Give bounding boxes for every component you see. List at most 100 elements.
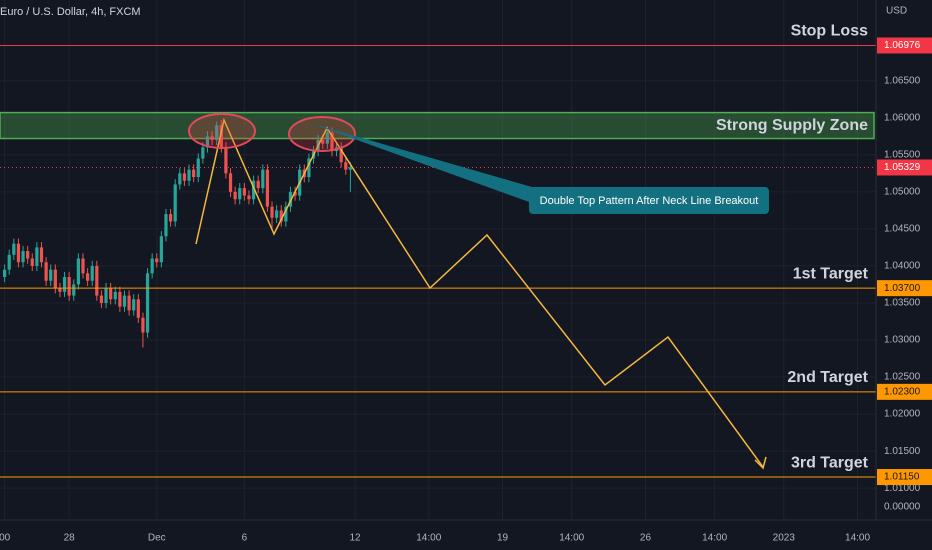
candle-body xyxy=(178,173,182,185)
supply-zone xyxy=(0,111,875,140)
current-price-tag xyxy=(877,159,932,176)
level-name: 2nd Target xyxy=(787,369,868,386)
candle-body xyxy=(141,317,145,333)
candle-body xyxy=(284,206,288,222)
candle-body xyxy=(275,210,279,218)
price-axis xyxy=(876,0,932,550)
level-name: 3rd Target xyxy=(791,454,869,471)
candle-body xyxy=(325,132,329,144)
candle-body xyxy=(201,147,205,159)
candle-body xyxy=(215,125,219,140)
x-tick-label: 12 xyxy=(349,533,361,544)
drawings: Double Top Pattern After Neck Line Break… xyxy=(188,113,769,470)
candle-body xyxy=(196,158,200,178)
y-tick-label: 1.01000 xyxy=(884,483,921,494)
y-tick-label: 1.06500 xyxy=(884,75,921,86)
candle-body xyxy=(182,173,187,181)
candle-body xyxy=(99,295,104,303)
candle-body xyxy=(58,288,62,292)
symbol-title: Euro / U.S. Dollar, 4h, FXCM xyxy=(0,6,141,18)
x-tick-label: 28 xyxy=(64,533,76,544)
callout-text: Double Top Pattern After Neck Line Break… xyxy=(540,195,759,207)
candle-body xyxy=(113,291,117,300)
candle-body xyxy=(26,251,30,259)
axis-bottom-label: 0.00000 xyxy=(884,502,921,513)
y-tick-label: 1.05500 xyxy=(884,149,921,160)
candle-body xyxy=(265,169,270,207)
candle-body xyxy=(104,288,108,303)
candle-body xyxy=(233,191,237,200)
candle-body xyxy=(251,180,256,200)
candle-body xyxy=(210,136,214,140)
y-tick-label: 1.06000 xyxy=(884,112,921,123)
candle-body xyxy=(348,167,353,170)
candle-body xyxy=(109,288,113,300)
y-tick-label: 1.01500 xyxy=(884,446,921,457)
current-price-label: 1.05329 xyxy=(884,162,921,173)
x-tick-label: 14:00 xyxy=(702,533,727,544)
x-tick-label: 14:00 xyxy=(559,533,584,544)
candle-body xyxy=(132,299,136,311)
y-tick-label: 1.03500 xyxy=(884,298,921,309)
candle-body xyxy=(67,277,71,296)
candle-body xyxy=(7,254,11,270)
candle-body xyxy=(293,191,297,196)
candle-body xyxy=(155,258,159,263)
x-tick-label: 26 xyxy=(640,533,652,544)
callout-box xyxy=(529,187,769,214)
candle-body xyxy=(192,169,196,178)
candle-body xyxy=(122,295,127,307)
candle-body xyxy=(90,265,94,281)
candle-body xyxy=(85,273,90,281)
level-label: 1.01150 xyxy=(884,472,920,483)
y-tick-label: 1.03000 xyxy=(884,335,921,346)
level-name: 1st Target xyxy=(793,265,869,282)
level-tag xyxy=(877,469,932,486)
projection-path xyxy=(195,117,764,468)
y-tick-label: 1.05000 xyxy=(884,186,921,197)
candle-body xyxy=(247,195,251,200)
x-tick-label: Dec xyxy=(148,533,166,544)
candle-body xyxy=(187,169,191,181)
x-tick-label: 00 xyxy=(0,533,11,544)
candle-body xyxy=(219,125,223,148)
candle-body xyxy=(145,273,150,333)
candle-body xyxy=(39,247,44,263)
level-name: Stop Loss xyxy=(791,23,868,40)
x-tick-label: 2023 xyxy=(773,533,796,544)
candle-body xyxy=(168,214,173,222)
candle-body xyxy=(330,132,334,152)
candle-body xyxy=(339,147,343,163)
candle-body xyxy=(279,210,283,222)
candle-body xyxy=(81,258,85,274)
candle-body xyxy=(228,173,233,192)
level-tag xyxy=(877,383,932,400)
x-tick-label: 14:00 xyxy=(845,533,870,544)
candle-body xyxy=(35,247,39,266)
candle-body xyxy=(270,206,274,218)
candle-body xyxy=(321,140,325,144)
candle-body xyxy=(261,169,265,189)
y-tick-label: 1.04500 xyxy=(884,224,921,235)
candle-body xyxy=(164,214,168,237)
candle-body xyxy=(49,269,53,281)
projection-arrowhead xyxy=(754,456,767,470)
candle-body xyxy=(12,243,16,255)
x-tick-label: 6 xyxy=(242,533,248,544)
y-tick-label: 1.02500 xyxy=(884,372,921,383)
candle-body xyxy=(256,180,260,189)
candle-body xyxy=(173,184,177,222)
y-tick-label: 1.02000 xyxy=(884,409,921,420)
currency-label: USD xyxy=(886,6,907,17)
candle-body xyxy=(44,262,48,281)
candle-body xyxy=(62,277,67,292)
level-label: 1.06976 xyxy=(884,40,921,51)
candle-body xyxy=(21,251,25,263)
candle-body xyxy=(288,191,293,207)
candle-body xyxy=(118,291,122,307)
zone-name: Strong Supply Zone xyxy=(716,117,868,134)
